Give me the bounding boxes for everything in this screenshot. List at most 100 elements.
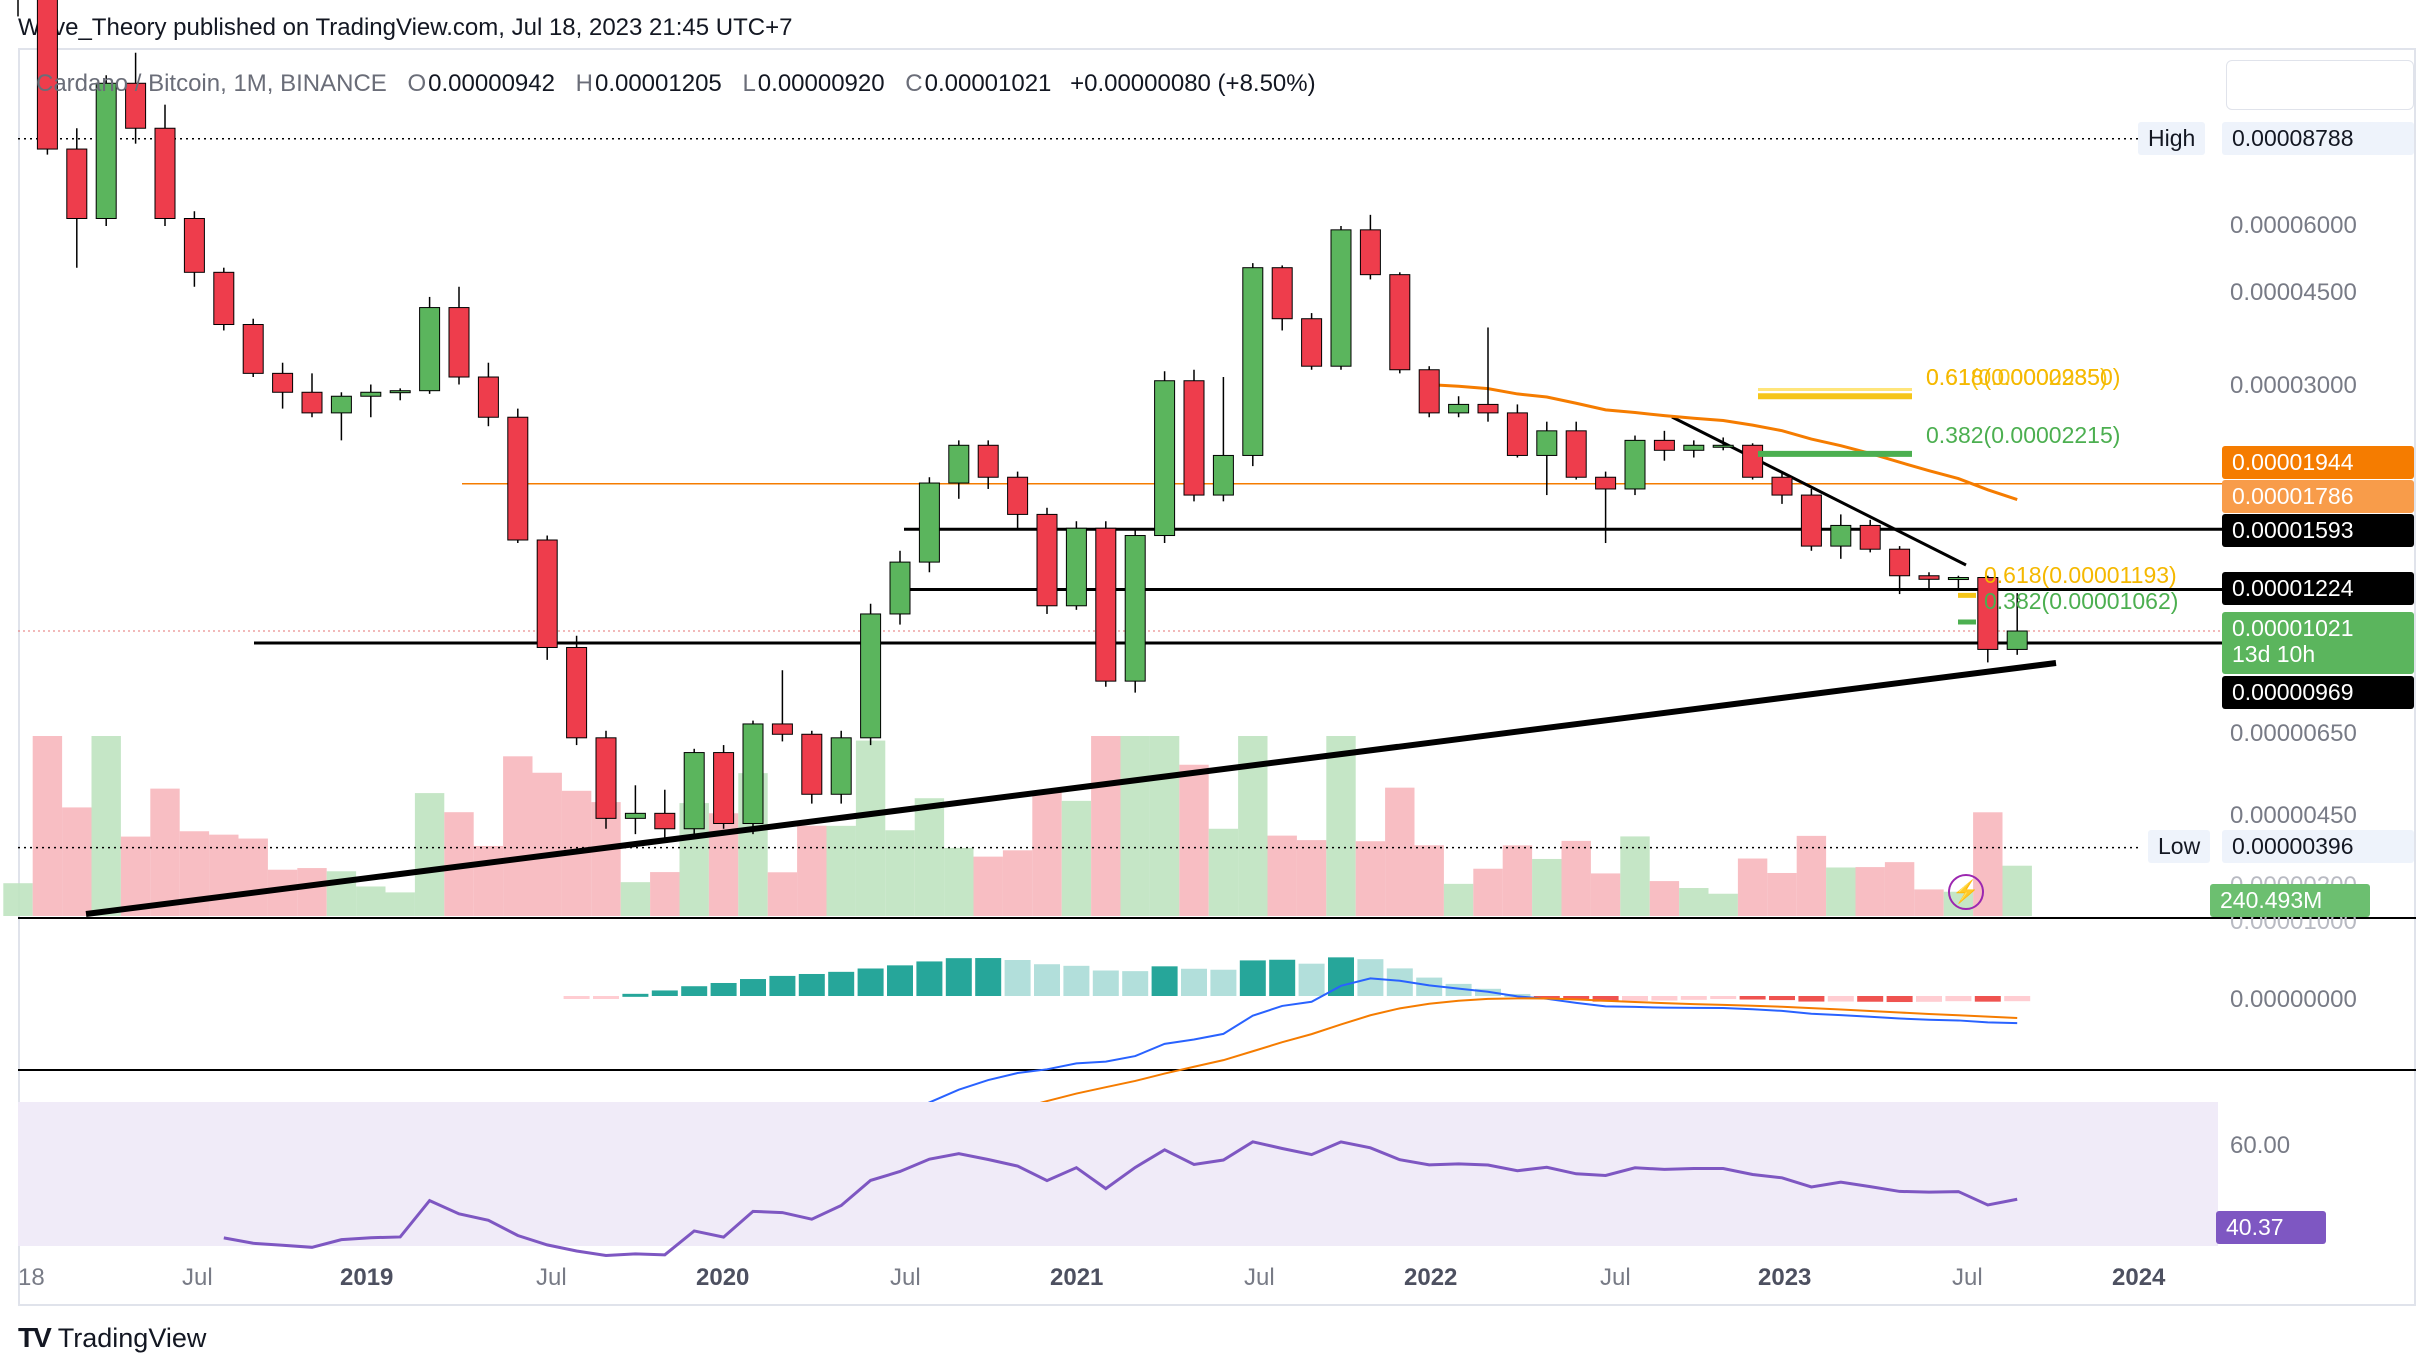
macd-histogram-bar <box>1622 996 1648 1001</box>
macd-histogram-bar <box>798 973 825 996</box>
macd-histogram-bar <box>593 996 619 999</box>
brand-name: TradingView <box>57 1322 207 1353</box>
volume-bar <box>1649 881 1680 916</box>
candle-body <box>1095 527 1117 682</box>
volume-bar <box>91 736 121 916</box>
candle-body <box>1918 575 1940 580</box>
fib-label-lower-382: 0.382(0.00001062) <box>1984 588 2179 614</box>
candle-body <box>507 416 529 541</box>
volume-bar <box>1561 840 1591 916</box>
time-tick: Jul <box>182 1264 213 1291</box>
fib-label-upper-618: 0.618(0.00002850) <box>1926 364 2121 390</box>
orange-level-tag: 0.00001944 <box>2222 446 2414 479</box>
candle-body <box>1771 476 1793 496</box>
symbol-name[interactable]: Cardano / Bitcoin, 1M, BINANCE <box>36 70 387 97</box>
candle-body <box>1800 494 1822 547</box>
volume-bar <box>297 868 327 916</box>
candle-body <box>771 723 793 735</box>
volume-bar <box>1620 836 1650 916</box>
macd-histogram-bar <box>1710 996 1737 1000</box>
macd-histogram-bar <box>1945 996 1972 1002</box>
time-tick: Jul <box>1952 1264 1983 1291</box>
current-price-tag: 0.00001021 13d 10h <box>2222 612 2414 674</box>
volume-tag: 240.493M <box>2210 884 2370 917</box>
candle-body <box>213 271 235 326</box>
volume-bar <box>1502 845 1533 916</box>
candle-body <box>595 737 617 819</box>
candle-body <box>1359 229 1381 276</box>
bar-countdown: 13d 10h <box>2232 641 2316 667</box>
candle-body <box>2006 630 2028 650</box>
macd-pane <box>429 957 2031 1201</box>
candle-body <box>1330 229 1352 367</box>
volume-bar <box>473 845 504 916</box>
candle-body <box>36 0 58 150</box>
price-tick: 0.00004500 <box>2230 279 2357 306</box>
volume-bar <box>1091 736 1121 916</box>
candle-body <box>1271 267 1293 320</box>
volume-bar <box>885 830 915 916</box>
price-tick: 0.00006000 <box>2230 212 2357 239</box>
time-tick: 2023 <box>1758 1264 1812 1291</box>
candle-body <box>1624 439 1646 490</box>
candle-body <box>1183 380 1205 496</box>
tradingview-brand[interactable]: TV TradingView <box>18 1322 206 1354</box>
volume-bar <box>356 886 386 916</box>
volume-bar <box>650 872 680 916</box>
volume-bar <box>826 825 856 916</box>
rsi-line <box>223 1140 2018 1258</box>
macd-histogram-bar <box>1092 970 1119 996</box>
close-key: C <box>905 70 923 97</box>
price-tick: 0.00000450 <box>2230 802 2357 829</box>
macd-histogram-bar <box>1122 971 1149 996</box>
volume-bar <box>32 736 63 916</box>
candle-body <box>1977 577 1999 650</box>
time-tick: 2022 <box>1404 1264 1458 1291</box>
volume-bar <box>1296 840 1327 916</box>
current-price: 0.00001021 <box>2232 615 2354 641</box>
macd-histogram-bar <box>2004 996 2031 1002</box>
macd-histogram-bar <box>1269 959 1296 996</box>
volume-bar <box>3 883 33 916</box>
volume-bar <box>532 772 562 916</box>
price-scale-box[interactable] <box>2226 60 2414 110</box>
macd-histogram-bar <box>769 975 796 996</box>
price-tick: 0.00000650 <box>2230 720 2357 747</box>
time-tick: Jul <box>1244 1264 1275 1291</box>
volume-bar <box>1326 736 1356 916</box>
macd-histogram-bar <box>1974 996 2001 1002</box>
close-value: 0.00001021 <box>924 70 1052 97</box>
time-tick: 2019 <box>340 1264 394 1291</box>
macd-histogram-bar <box>1798 996 1825 1002</box>
volume-bar <box>1708 893 1738 916</box>
macd-histogram-bar <box>563 996 590 999</box>
candle-body <box>654 812 676 830</box>
candle-body <box>1418 369 1440 414</box>
high-value: 0.00008788 <box>2222 122 2414 155</box>
candle-body <box>1448 403 1470 414</box>
candle-body <box>1389 274 1411 371</box>
lightning-icon[interactable]: ⚡ <box>1948 874 1984 910</box>
time-tick: Jul <box>536 1264 567 1291</box>
candle-body <box>624 812 646 819</box>
volume-bar <box>1855 867 1885 916</box>
volume-bar <box>914 798 945 916</box>
volume-area <box>3 736 2032 916</box>
volume-bar <box>238 838 268 916</box>
time-tick: 2021 <box>1050 1264 1104 1291</box>
volume-bar <box>944 847 974 916</box>
candle-body <box>1565 430 1587 478</box>
candle-body <box>1007 476 1029 515</box>
volume-bar <box>1532 858 1562 916</box>
time-tick: Jul <box>1600 1264 1631 1291</box>
candle-body <box>860 613 882 739</box>
rsi-pane <box>18 1102 2218 1258</box>
macd-histogram-bar <box>651 990 678 996</box>
volume-bar <box>62 807 92 916</box>
black-level-tag: 0.00001593 <box>2222 514 2414 547</box>
candle-body <box>918 482 940 563</box>
volume-bar <box>1002 850 1033 916</box>
volume-bar <box>1385 787 1415 916</box>
chart-frame <box>18 48 2416 1306</box>
